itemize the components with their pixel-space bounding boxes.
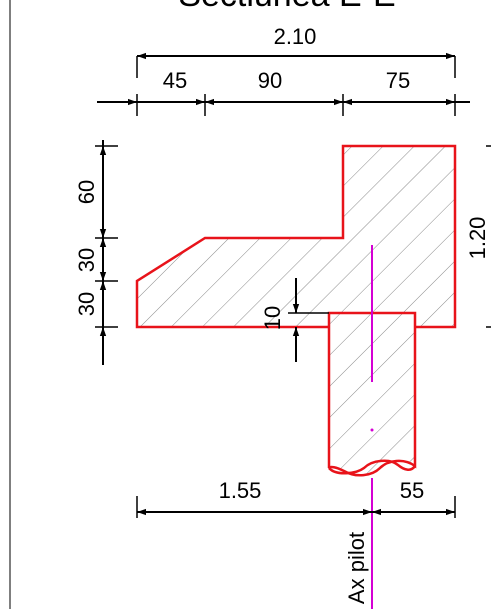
- dim-right-height: 1.20: [465, 217, 490, 260]
- pile-outline: [327, 311, 417, 477]
- pile-axis-point: [370, 428, 374, 432]
- pile-axis-label: Ax pilot: [344, 532, 369, 604]
- dim-gap: 10: [260, 306, 285, 330]
- dim-left-bottom: 30: [74, 292, 99, 316]
- dim-top-total: 2.10: [274, 24, 317, 49]
- dim-left-middle: 30: [74, 248, 99, 272]
- cap-beam-outline: [135, 144, 457, 329]
- dim-bottom-left: 1.55: [219, 478, 262, 503]
- dim-top-right: 75: [386, 68, 410, 93]
- dim-bottom-right: 55: [400, 478, 424, 503]
- dim-left-top: 60: [74, 180, 99, 204]
- section-title: Sectiunea E-E: [178, 0, 395, 14]
- dim-top-left: 45: [163, 68, 187, 93]
- pile-break-line: [328, 459, 417, 475]
- dim-top-middle: 90: [258, 68, 282, 93]
